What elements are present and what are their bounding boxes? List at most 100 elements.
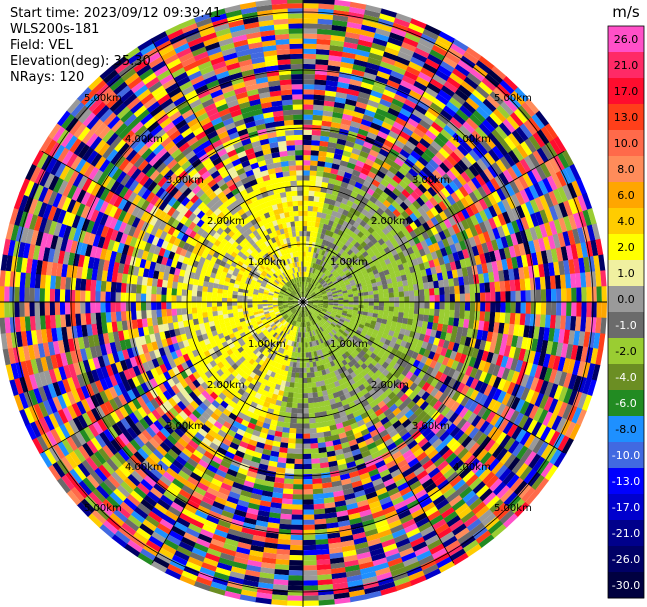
radar-gate	[434, 179, 445, 191]
radar-gate	[413, 146, 425, 157]
radar-gate	[390, 27, 408, 38]
radar-gate	[326, 224, 333, 232]
radar-gate	[399, 130, 411, 141]
radar-gate	[444, 51, 461, 65]
radar-gate	[329, 261, 335, 267]
radar-gate	[411, 108, 425, 120]
radar-gate	[462, 121, 476, 134]
radar-gate	[365, 175, 375, 184]
radar-gate	[465, 47, 483, 61]
radar-gate	[414, 160, 426, 171]
radar-gate	[306, 261, 310, 267]
radar-gate	[313, 257, 318, 264]
radar-gate	[475, 85, 490, 100]
radar-gate	[383, 116, 396, 127]
radar-gate	[318, 201, 325, 208]
radar-gate	[319, 191, 327, 198]
radar-gate	[416, 42, 433, 54]
radar-gate	[331, 116, 343, 124]
radar-gate	[459, 105, 473, 118]
radar-gate	[366, 153, 377, 163]
radar-gate	[397, 51, 413, 62]
radar-gate	[309, 165, 318, 172]
radar-gate	[387, 36, 404, 47]
radar-gate	[468, 149, 481, 163]
radar-gate	[327, 141, 338, 149]
radar-gate	[314, 280, 318, 286]
radar-gate	[311, 257, 315, 263]
radar-gate	[306, 294, 311, 299]
radar-gate	[472, 146, 485, 159]
radar-gate	[353, 59, 368, 68]
radar-gate	[312, 109, 324, 116]
radar-gate	[371, 85, 386, 95]
radar-gate	[334, 273, 340, 279]
radar-gate	[330, 268, 336, 274]
radar-gate	[313, 231, 318, 238]
radar-gate	[382, 227, 390, 236]
radar-gate	[303, 160, 311, 166]
radar-gate	[338, 248, 345, 255]
radar-gate	[465, 117, 479, 131]
radar-gate	[354, 235, 361, 242]
radar-gate	[333, 101, 346, 109]
radar-gate	[308, 283, 312, 289]
radar-gate	[326, 252, 331, 259]
radar-gate	[330, 39, 345, 47]
radar-gate	[303, 291, 305, 297]
radar-gate	[487, 69, 504, 85]
radar-gate	[380, 178, 390, 188]
radar-gate	[303, 38, 318, 44]
radar-gate	[336, 86, 349, 94]
radar-gate	[482, 98, 497, 113]
radar-gate	[316, 165, 325, 172]
radar-gate	[427, 82, 442, 95]
radar-gate	[428, 158, 440, 170]
radar-gate	[460, 140, 473, 154]
radar-gate	[322, 282, 328, 288]
radar-gate	[303, 175, 310, 181]
radar-gate	[442, 173, 453, 185]
radar-gate	[357, 128, 369, 137]
radar-gate	[331, 210, 338, 217]
radar-gate	[323, 105, 335, 112]
radar-gate	[404, 207, 414, 217]
radar-gate	[384, 157, 395, 167]
radar-gate	[339, 160, 349, 168]
radar-gate	[397, 213, 406, 223]
radar-gate	[408, 89, 423, 101]
radar-gate	[443, 81, 459, 94]
radar-gate	[349, 251, 356, 259]
radar-gate	[316, 270, 321, 276]
radar-gate	[491, 129, 505, 143]
radar-gate	[521, 101, 536, 118]
radar-gate	[345, 31, 361, 40]
radar-gate	[348, 195, 357, 203]
radar-gate	[381, 93, 395, 104]
radar-gate	[326, 279, 332, 285]
radar-gate	[332, 14, 349, 22]
radar-gate	[353, 164, 364, 173]
radar-gate	[422, 133, 435, 145]
radar-gate	[308, 289, 313, 295]
radar-gate	[303, 150, 312, 156]
radar-gate	[471, 89, 487, 103]
radar-gate	[375, 135, 387, 145]
radar-gate	[510, 90, 526, 106]
radar-gate	[306, 236, 311, 242]
radar-gate	[362, 250, 369, 258]
radar-gate	[372, 162, 382, 171]
radar-gate	[306, 276, 309, 283]
radar-gate	[500, 101, 515, 116]
radar-gate	[308, 272, 311, 278]
radar-gate	[324, 276, 330, 282]
radar-gate	[392, 121, 405, 132]
radar-gate	[309, 175, 317, 182]
radar-gate	[325, 85, 338, 92]
radar-gate	[314, 191, 321, 197]
radar-gate	[323, 256, 329, 263]
radar-gate	[410, 56, 426, 68]
radar-gate	[315, 269, 320, 275]
radar-gate	[334, 179, 343, 187]
